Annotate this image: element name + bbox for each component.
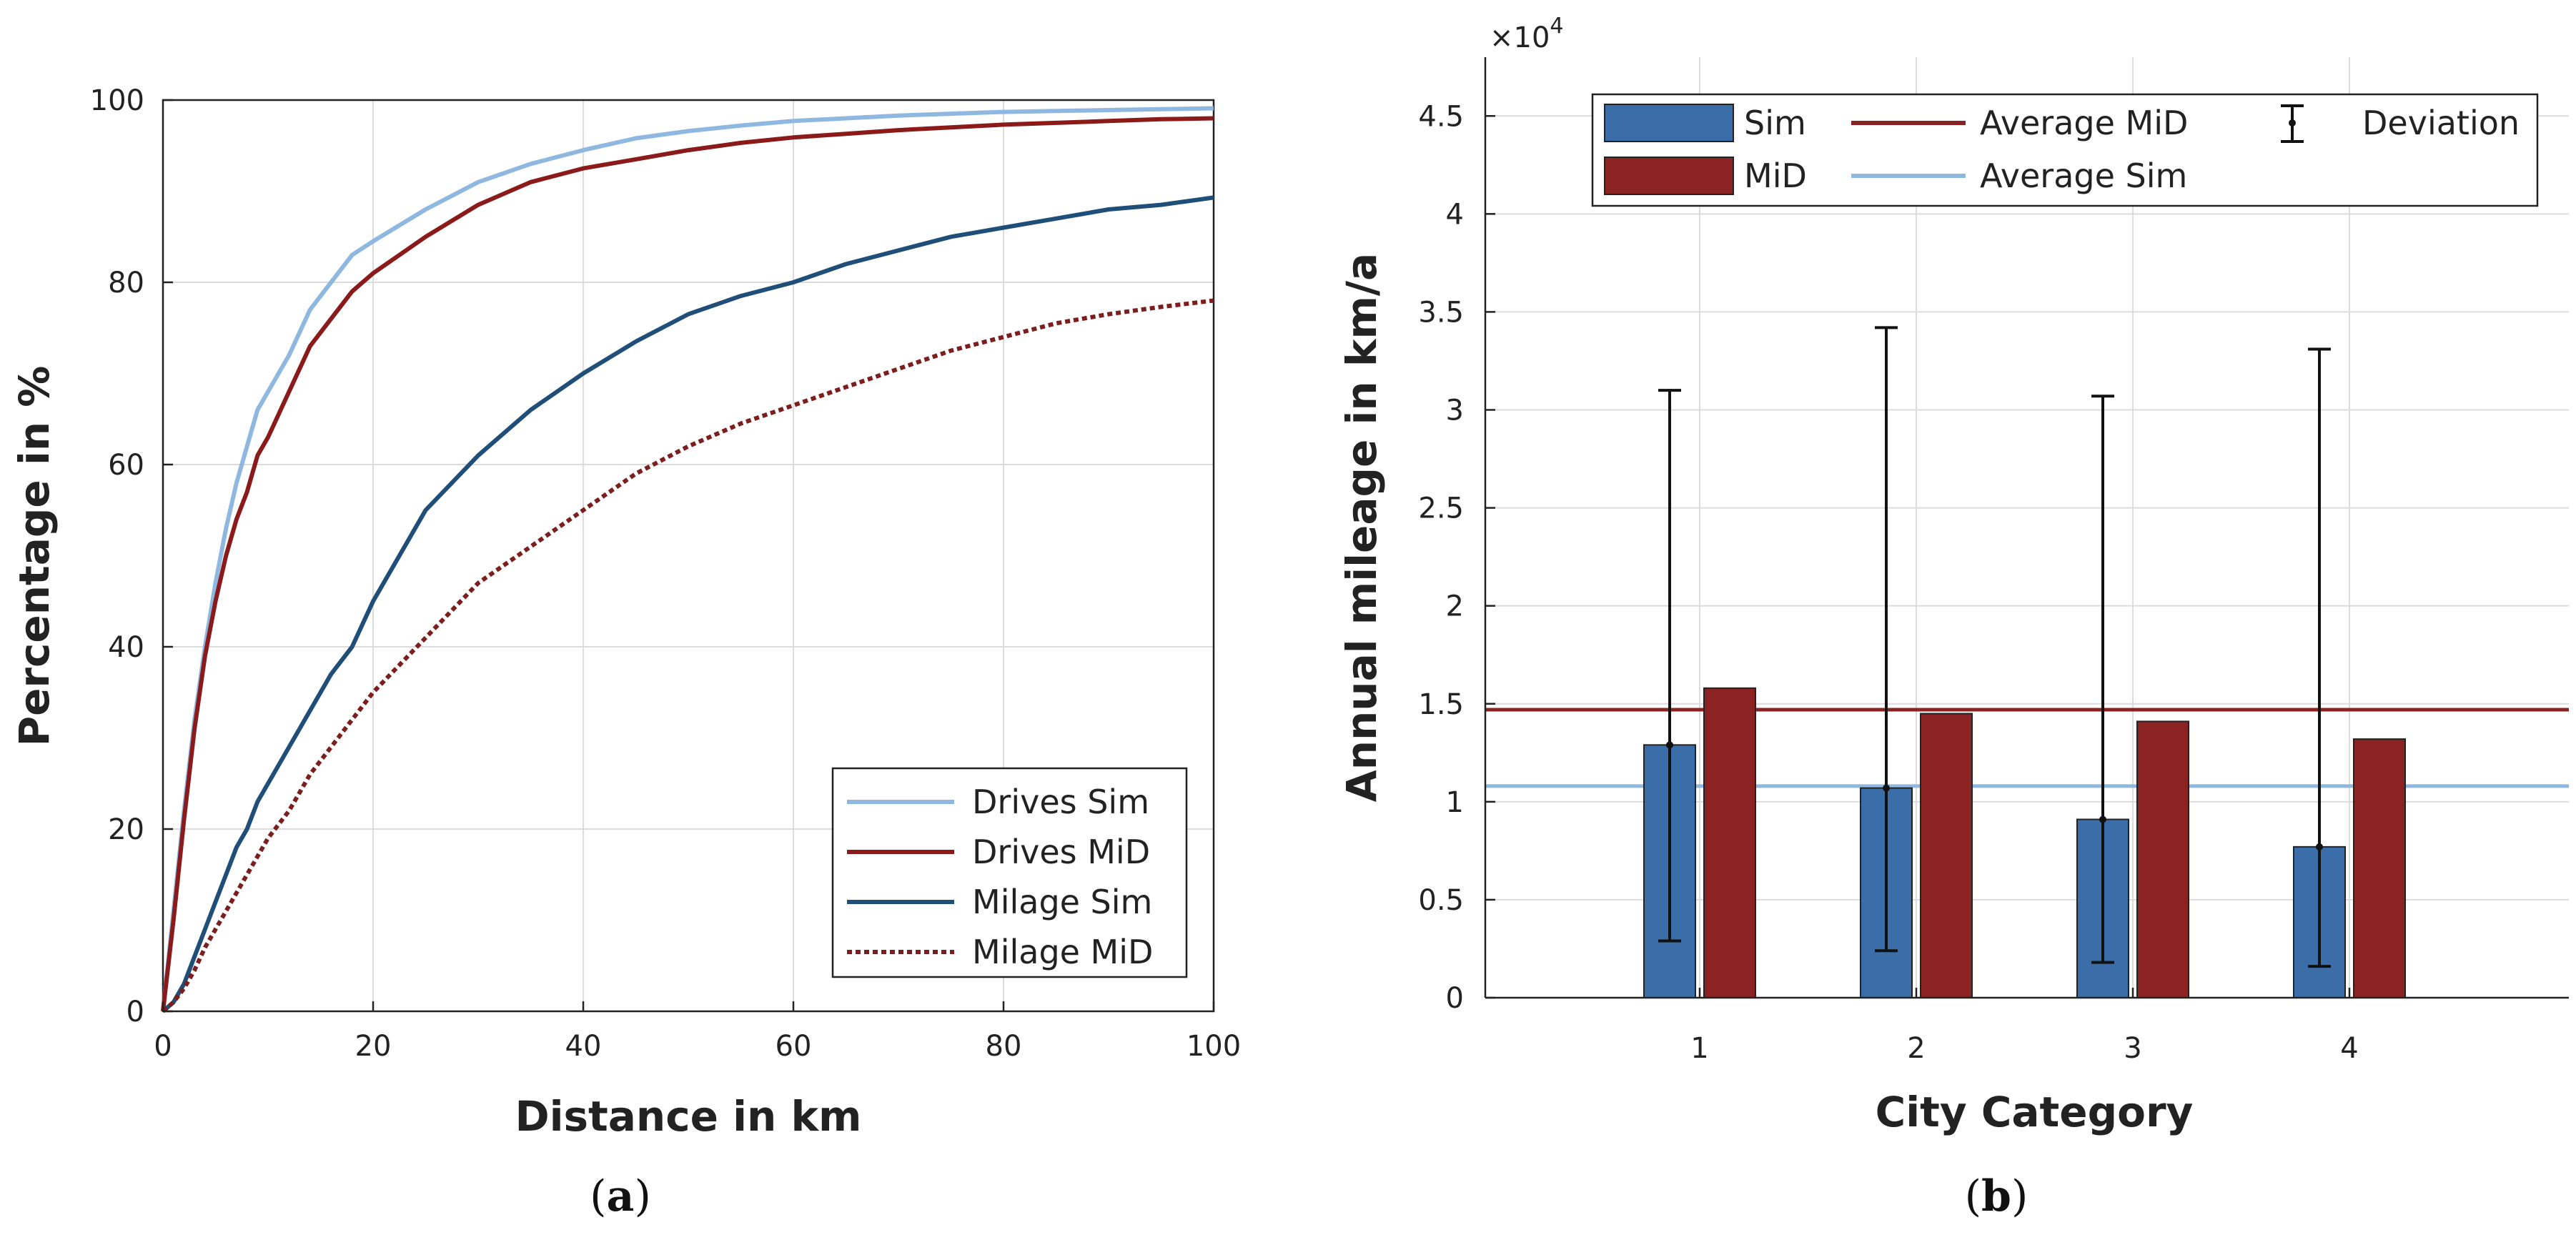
chart-b-x-tick-label: 4 — [2340, 1032, 2358, 1065]
chart-a-plot-frame — [162, 99, 1215, 1013]
legend-label: Drives Sim — [972, 783, 1149, 821]
legend-label: Milage Sim — [972, 883, 1152, 921]
chart-a-y-tick-label: 80 — [108, 267, 144, 299]
caption-a-letter: a — [607, 1171, 635, 1221]
chart-a-ylabel: Percentage in % — [10, 366, 59, 747]
chart-b-y-tick-label: 4 — [1446, 198, 1464, 231]
legend-label: Milage MiD — [972, 933, 1153, 971]
chart-b-y-tick-label: 3 — [1446, 395, 1464, 427]
chart-b-exponent-power: 4 — [1550, 14, 1563, 39]
chart-b-y-ticks: 0 0.5 1 1.5 2 2.5 3 3.5 4 4.5 — [1418, 100, 1495, 1015]
legend-label: Drives MiD — [972, 833, 1150, 871]
chart-b-x-tick-label: 3 — [2124, 1032, 2141, 1065]
chart-b-bars — [1643, 687, 2406, 999]
error-bar-center-marker — [2316, 843, 2323, 850]
chart-b-x-ticks: 1 2 3 4 — [1690, 988, 2359, 1065]
chart-a-y-tick-label: 20 — [108, 813, 144, 846]
chart-a-x-tick-label: 60 — [776, 1030, 812, 1063]
chart-b-y-tick-label: 0 — [1446, 982, 1464, 1015]
series-line-milage-sim — [162, 195, 1214, 1013]
caption-a: (a) — [590, 1171, 651, 1221]
error-bar-center-marker — [1883, 784, 1890, 792]
legend-label: Average MiD — [1980, 104, 2188, 142]
chart-b-y-tick-label: 2 — [1446, 590, 1464, 623]
legend-label: Sim — [1744, 104, 1806, 142]
chart-b-x-tick-label: 1 — [1690, 1032, 1708, 1065]
chart-b-y-tick-label: 4.5 — [1418, 100, 1464, 133]
chart-a-x-tick-label: 0 — [154, 1030, 172, 1063]
chart-b-legend-box — [1591, 93, 2539, 207]
series-line-drives-mid — [161, 116, 1214, 1012]
caption-b-letter: b — [1981, 1171, 2011, 1221]
chart-b-exponent: ×104 — [1490, 14, 1564, 54]
bar-mid-cat-3 — [2136, 720, 2189, 998]
chart-a-x-tick-label: 80 — [986, 1030, 1022, 1063]
legend-label: Deviation — [2362, 104, 2520, 142]
chart-a-y-tick-label: 40 — [108, 631, 144, 664]
chart-b-y-tick-label: 3.5 — [1418, 296, 1464, 329]
chart-a-y-tick-label: 100 — [90, 84, 144, 117]
caption-b: (b) — [1965, 1171, 2028, 1221]
bar-mid-cat-4 — [2353, 738, 2406, 998]
bar-mid-cat-1 — [1703, 687, 1756, 998]
chart-b-y-tick-label: 2.5 — [1418, 492, 1464, 525]
error-bar-center-marker — [1666, 741, 1673, 749]
chart-a: 0 20 40 60 80 100 0 20 40 60 80 100 Distance in km… — [10, 84, 1241, 1221]
chart-a-xlabel: Distance in km — [515, 1092, 862, 1141]
legend-label: Average Sim — [1980, 157, 2187, 195]
chart-b-ylabel: Annual mileage in km/a — [1337, 253, 1386, 802]
chart-b-exponent-base: ×10 — [1490, 21, 1550, 54]
chart-a-y-tick-label: 60 — [108, 449, 144, 482]
chart-b-y-tick-label: 1.5 — [1418, 688, 1464, 721]
chart-a-x-tick-label: 100 — [1187, 1030, 1241, 1063]
chart-b-legend: Sim MiD Average MiD Average Sim Deviation — [1591, 93, 2539, 207]
chart-b-y-tick-label: 1 — [1446, 786, 1464, 819]
chart-a-y-ticks: 0 20 40 60 80 100 — [90, 84, 173, 1028]
chart-a-x-ticks: 0 20 40 60 80 100 — [154, 1001, 1241, 1063]
chart-a-y-tick-label: 0 — [127, 996, 144, 1028]
chart-b-xlabel: City Category — [1876, 1088, 2194, 1136]
chart-b-error-bars — [1658, 326, 2331, 968]
legend-swatch-deviation-marker — [2289, 119, 2296, 127]
chart-a-lines — [161, 106, 1214, 1013]
series-line-drives-sim — [161, 106, 1214, 1012]
series-line-milage-mid — [162, 298, 1214, 1013]
chart-a-x-tick-label: 20 — [355, 1030, 392, 1063]
bar-mid-cat-2 — [1920, 713, 1973, 998]
chart-b-y-tick-label: 0.5 — [1418, 884, 1464, 917]
error-bar-center-marker — [2099, 815, 2106, 823]
chart-b-x-tick-label: 2 — [1907, 1032, 1925, 1065]
legend-swatch-sim — [1604, 104, 1734, 142]
chart-a-legend: Drives Sim Drives MiD Milage Sim Milage MiD — [831, 767, 1188, 978]
legend-swatch-mid — [1604, 157, 1734, 195]
chart-a-x-tick-label: 40 — [565, 1030, 602, 1063]
legend-label: MiD — [1744, 157, 1807, 195]
